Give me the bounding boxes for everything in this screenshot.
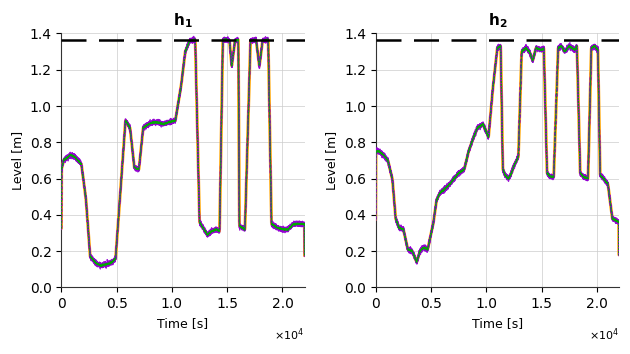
Text: $\times10^4$: $\times10^4$: [589, 326, 619, 343]
Y-axis label: Level [m]: Level [m]: [11, 131, 24, 190]
Title: $\mathbf{h}_\mathbf{1}$: $\mathbf{h}_\mathbf{1}$: [173, 11, 193, 30]
Text: $\times10^4$: $\times10^4$: [275, 326, 304, 343]
Title: $\mathbf{h}_\mathbf{2}$: $\mathbf{h}_\mathbf{2}$: [488, 11, 507, 30]
X-axis label: Time [s]: Time [s]: [472, 317, 523, 330]
X-axis label: Time [s]: Time [s]: [158, 317, 209, 330]
Y-axis label: Level [m]: Level [m]: [326, 131, 338, 190]
